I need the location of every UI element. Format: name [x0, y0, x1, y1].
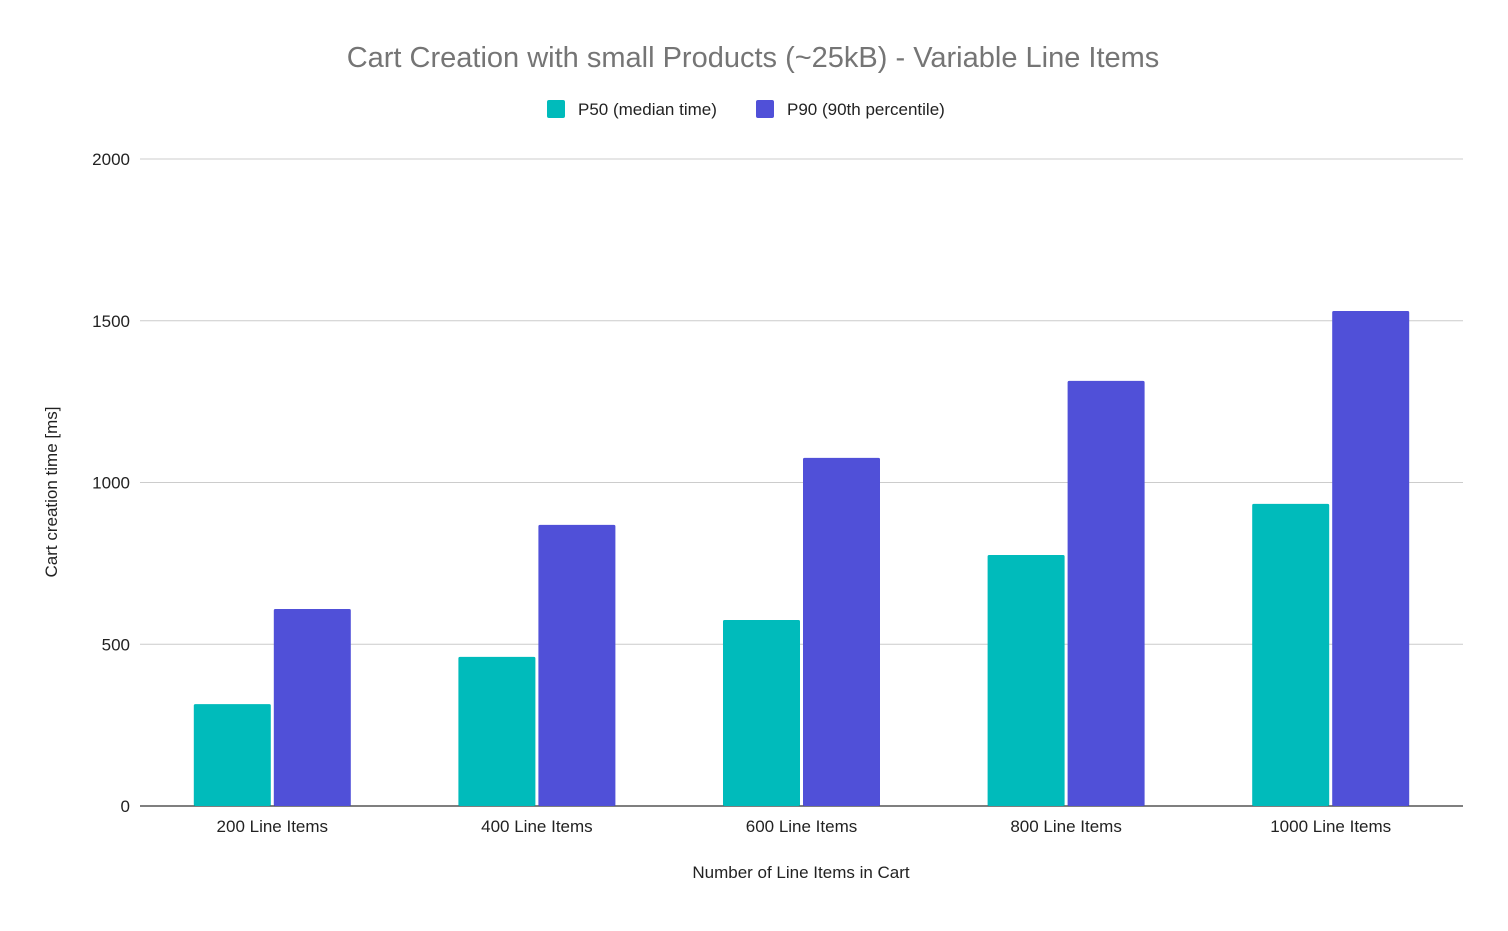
bars: [193, 311, 1410, 806]
bar-p50: [1252, 503, 1330, 806]
chart-title: Cart Creation with small Products (~25kB…: [347, 42, 1160, 74]
y-tick-label: 2000: [92, 150, 130, 169]
y-axis-label: Cart creation time [ms]: [42, 407, 61, 578]
x-tick-label: 400 Line Items: [481, 817, 593, 836]
x-axis-label: Number of Line Items in Cart: [692, 863, 910, 882]
x-tick-label: 600 Line Items: [746, 817, 858, 836]
bar-p90: [1332, 311, 1410, 806]
bar-p50: [723, 619, 800, 806]
y-tick-label: 500: [102, 635, 130, 654]
y-tick-label: 1500: [92, 312, 130, 331]
legend-label: P90 (90th percentile): [787, 100, 945, 119]
legend: P50 (median time) P90 (90th percentile): [547, 100, 945, 119]
x-tick-label: 200 Line Items: [217, 817, 329, 836]
bar-p50: [193, 704, 271, 806]
x-axis-ticks: 200 Line Items 400 Line Items 600 Line Ite…: [217, 817, 1392, 836]
legend-swatch: [756, 100, 774, 118]
bar-p90: [538, 524, 616, 806]
y-tick-label: 0: [121, 797, 130, 816]
bar-p90: [273, 608, 351, 806]
bar-p50: [987, 554, 1065, 806]
legend-label: P50 (median time): [578, 100, 717, 119]
bar-p50: [458, 656, 536, 806]
x-tick-label: 800 Line Items: [1010, 817, 1122, 836]
legend-swatch: [547, 100, 565, 118]
y-axis-ticks: 0 500 1000 1500 2000: [92, 150, 130, 816]
x-tick-label: 1000 Line Items: [1270, 817, 1391, 836]
bar-p90: [1067, 380, 1145, 806]
gridlines: [140, 158, 1463, 807]
y-tick-label: 1000: [92, 474, 130, 493]
bar-p90: [803, 457, 880, 806]
